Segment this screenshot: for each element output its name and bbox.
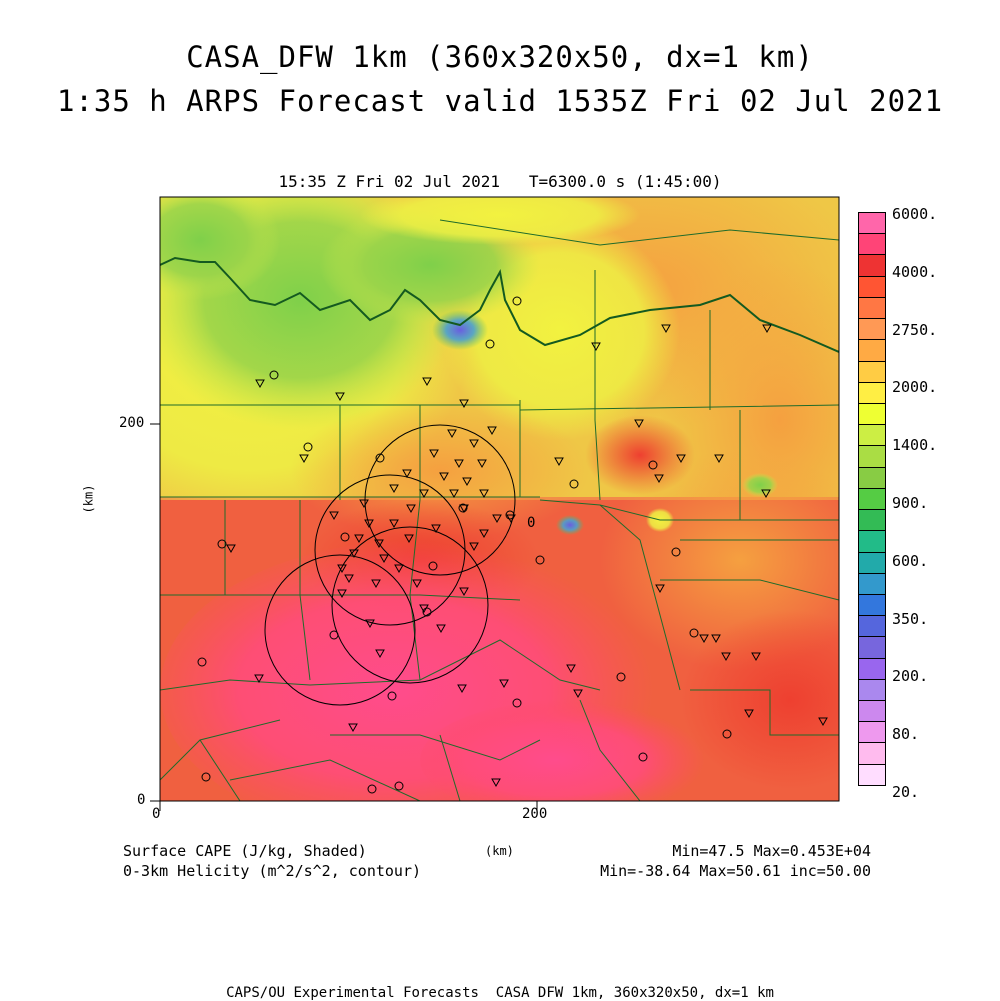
colorbar-segment — [859, 403, 885, 426]
valid-time-label: 15:35 Z Fri 02 Jul 2021 T=6300.0 s (1:45… — [278, 172, 722, 191]
colorbar-segment — [859, 616, 885, 638]
title-line-1: CASA_DFW 1km (360x320x50, dx=1 km) — [186, 40, 814, 74]
colorbar-segment — [859, 679, 885, 702]
colorbar-label: 80. — [892, 725, 920, 744]
y-axis-label: (km) — [81, 484, 96, 514]
x-axis-label: (km) — [485, 844, 514, 858]
title-line-2: 1:35 h ARPS Forecast valid 1535Z Fri 02 … — [56, 84, 944, 118]
credit-line: CAPS/OU Experimental Forecasts CASA DFW … — [226, 985, 774, 1001]
colorbar-segment — [859, 658, 885, 680]
colorbar-segment — [859, 488, 885, 511]
cape-stats: Min=47.5 Max=0.453E+04 — [672, 842, 871, 860]
y-tick-200: 200 — [119, 415, 145, 431]
state-border — [160, 256, 839, 353]
colorbar-label: 900. — [892, 494, 929, 512]
colorbar-segment — [859, 340, 885, 362]
colorbar-segment — [859, 213, 885, 235]
colorbar-label: 200. — [892, 667, 929, 686]
colorbar-segment — [859, 701, 885, 723]
helicity-contours — [264, 424, 516, 706]
colorbar-segment — [859, 297, 885, 320]
field-label-cape: Surface CAPE (J/kg, Shaded) — [123, 842, 367, 860]
colorbar-segment — [859, 764, 885, 785]
field-label-helicity: 0-3km Helicity (m^2/s^2, contour) — [123, 862, 422, 880]
county-lines — [160, 219, 839, 801]
colorbar — [858, 212, 886, 786]
colorbar-segment — [859, 573, 885, 595]
colorbar-segment — [859, 234, 885, 256]
colorbar-segment — [859, 361, 885, 383]
colorbar-segment — [859, 425, 885, 447]
x-tick-200: 200 — [522, 806, 548, 822]
colorbar-label: 4000. — [892, 262, 938, 281]
colorbar-segment — [859, 594, 885, 617]
plot-frame — [159, 196, 840, 802]
x-tick-0: 0 — [152, 806, 161, 822]
colorbar-segment — [859, 743, 885, 765]
colorbar-segment — [859, 467, 885, 489]
colorbar-label: 2000. — [892, 378, 938, 397]
colorbar-segment — [859, 276, 885, 298]
colorbar-segment — [859, 510, 885, 532]
colorbar-label: 350. — [892, 609, 929, 628]
colorbar-segment — [859, 382, 885, 404]
cape-shading — [160, 197, 839, 801]
colorbar-segment — [859, 255, 885, 277]
axis-ticks — [150, 423, 538, 811]
colorbar-label: 2750. — [892, 320, 938, 339]
colorbar-label: 1400. — [892, 436, 938, 455]
contour-label: 0 — [527, 515, 535, 531]
colorbar-label: 6000. — [892, 205, 938, 223]
colorbar-segment — [859, 722, 885, 744]
colorbar-label: 20. — [892, 783, 920, 801]
colorbar-segment — [859, 446, 885, 468]
station-markers — [197, 296, 828, 794]
colorbar-label: 600. — [892, 551, 929, 570]
colorbar-segment — [859, 637, 885, 659]
helicity-stats: Min=-38.64 Max=50.61 inc=50.00 — [600, 862, 871, 880]
colorbar-segment — [859, 552, 885, 574]
y-tick-0: 0 — [137, 792, 146, 808]
colorbar-segment — [859, 319, 885, 341]
colorbar-segment — [859, 531, 885, 553]
